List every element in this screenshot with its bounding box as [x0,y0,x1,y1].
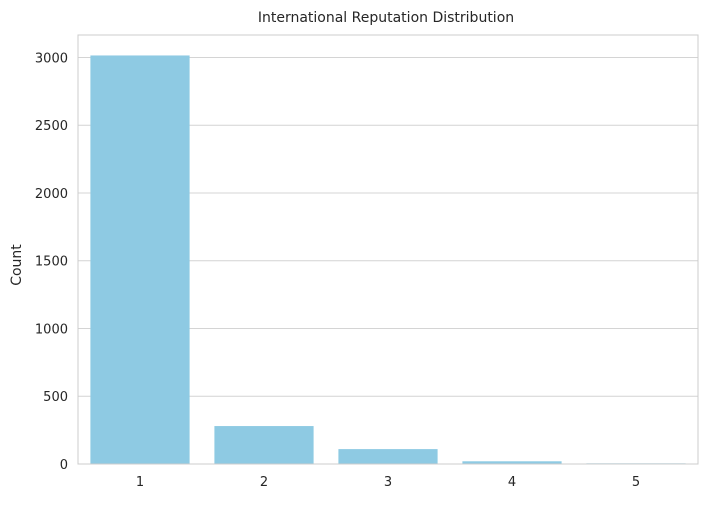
y-tick-label: 3000 [35,51,68,66]
bar-2 [214,426,314,464]
x-tick-label: 1 [136,475,144,490]
bar-1 [90,55,190,464]
y-tick-label: 1000 [35,322,68,337]
y-tick-label: 1500 [35,255,68,270]
x-tick-labels: 1 2 3 4 5 [136,475,640,490]
y-tick-label: 0 [60,458,68,473]
y-tick-label: 500 [43,390,68,405]
y-tick-label: 2500 [35,119,68,134]
bar-3 [338,449,438,464]
chart-title: International Reputation Distribution [258,10,514,26]
x-tick-label: 5 [632,475,640,490]
y-axis-label: Count [9,244,25,286]
x-tick-label: 2 [260,475,268,490]
x-tick-label: 3 [384,475,392,490]
x-tick-label: 4 [508,475,516,490]
y-tick-labels: 0 500 1000 1500 2000 2500 3000 [35,51,68,473]
bar-4 [462,461,562,464]
y-tick-label: 2000 [35,187,68,202]
bars [90,55,686,464]
plot-frame [77,34,699,465]
